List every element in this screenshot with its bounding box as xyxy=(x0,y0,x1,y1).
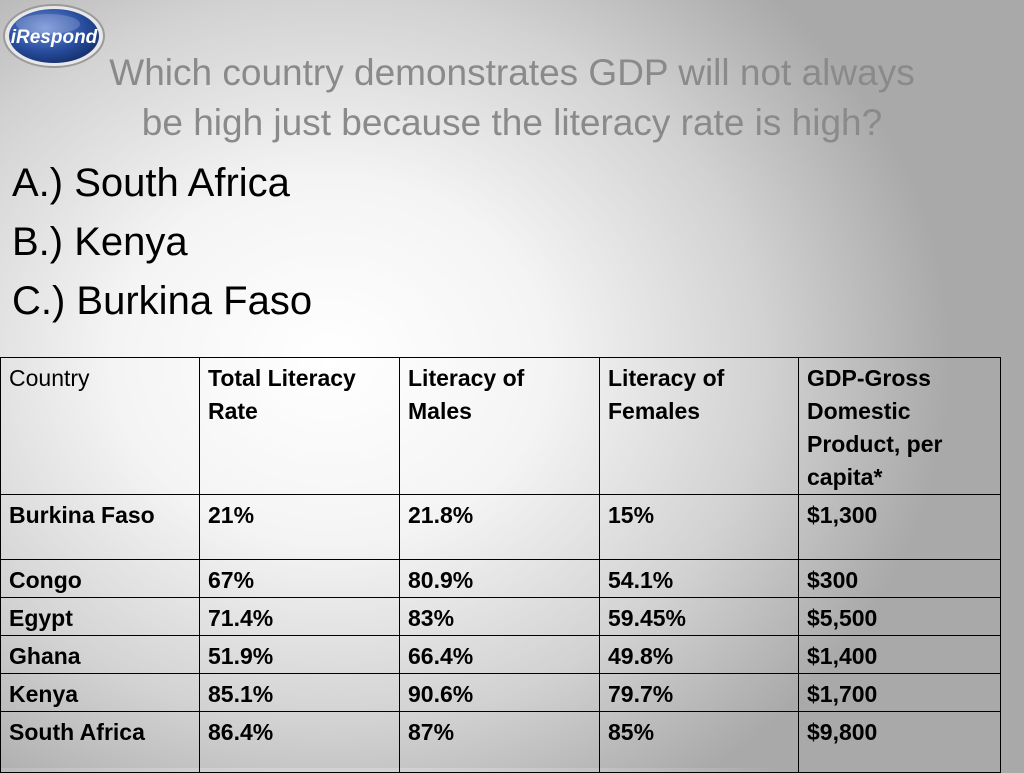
table-row: Congo 67% 80.9% 54.1% $300 xyxy=(0,559,1001,598)
cell-literacy-males: 66.4% xyxy=(399,635,600,674)
table-row: Egypt 71.4% 83% 59.45% $5,500 xyxy=(0,597,1001,636)
question-text: Which country demonstrates GDP will not … xyxy=(40,48,984,148)
cell-gdp: $1,300 xyxy=(798,494,1001,560)
cell-gdp: $5,500 xyxy=(798,597,1001,636)
cell-literacy-females: 79.7% xyxy=(599,673,799,712)
cell-country: South Africa xyxy=(0,711,200,773)
cell-total-literacy: 21% xyxy=(199,494,400,560)
cell-literacy-females: 15% xyxy=(599,494,799,560)
cell-country: Congo xyxy=(0,559,200,598)
question-line-2: be high just because the literacy rate i… xyxy=(141,102,883,143)
cell-literacy-females: 49.8% xyxy=(599,635,799,674)
option-a[interactable]: A.) South Africa xyxy=(12,161,290,205)
cell-literacy-females: 54.1% xyxy=(599,559,799,598)
cell-total-literacy: 86.4% xyxy=(199,711,400,773)
cell-total-literacy: 71.4% xyxy=(199,597,400,636)
cell-total-literacy: 85.1% xyxy=(199,673,400,712)
cell-gdp: $1,700 xyxy=(798,673,1001,712)
header-total-literacy: Total Literacy Rate xyxy=(199,357,400,495)
cell-literacy-males: 83% xyxy=(399,597,600,636)
literacy-gdp-table: Country Total Literacy Rate Literacy of … xyxy=(0,357,1001,773)
cell-gdp: $9,800 xyxy=(798,711,1001,773)
header-gdp: GDP-Gross Domestic Product, per capita* xyxy=(798,357,1001,495)
table-row: Kenya 85.1% 90.6% 79.7% $1,700 xyxy=(0,673,1001,712)
cell-total-literacy: 51.9% xyxy=(199,635,400,674)
cell-literacy-males: 87% xyxy=(399,711,600,773)
cell-country: Burkina Faso xyxy=(0,494,200,560)
header-literacy-females: Literacy of Females xyxy=(599,357,799,495)
answer-options: A.) South Africa B.) Kenya C.) Burkina F… xyxy=(12,154,312,331)
table-row: Burkina Faso 21% 21.8% 15% $1,300 xyxy=(0,494,1001,560)
header-literacy-males: Literacy of Males xyxy=(399,357,600,495)
cell-country: Ghana xyxy=(0,635,200,674)
cell-literacy-males: 21.8% xyxy=(399,494,600,560)
cell-gdp: $1,400 xyxy=(798,635,1001,674)
option-b[interactable]: B.) Kenya xyxy=(12,220,188,264)
table-row: South Africa 86.4% 87% 85% $9,800 xyxy=(0,711,1001,773)
table-header-row: Country Total Literacy Rate Literacy of … xyxy=(0,357,1001,495)
cell-gdp: $300 xyxy=(798,559,1001,598)
cell-literacy-females: 85% xyxy=(599,711,799,773)
cell-literacy-males: 90.6% xyxy=(399,673,600,712)
cell-literacy-females: 59.45% xyxy=(599,597,799,636)
logo-text: iRespond xyxy=(11,27,98,48)
cell-total-literacy: 67% xyxy=(199,559,400,598)
header-country: Country xyxy=(0,357,200,495)
cell-country: Kenya xyxy=(0,673,200,712)
cell-literacy-males: 80.9% xyxy=(399,559,600,598)
question-line-1: Which country demonstrates GDP will not … xyxy=(109,52,915,93)
option-c[interactable]: C.) Burkina Faso xyxy=(12,279,313,323)
irespond-logo: iRespond xyxy=(2,2,106,68)
table-row: Ghana 51.9% 66.4% 49.8% $1,400 xyxy=(0,635,1001,674)
cell-country: Egypt xyxy=(0,597,200,636)
